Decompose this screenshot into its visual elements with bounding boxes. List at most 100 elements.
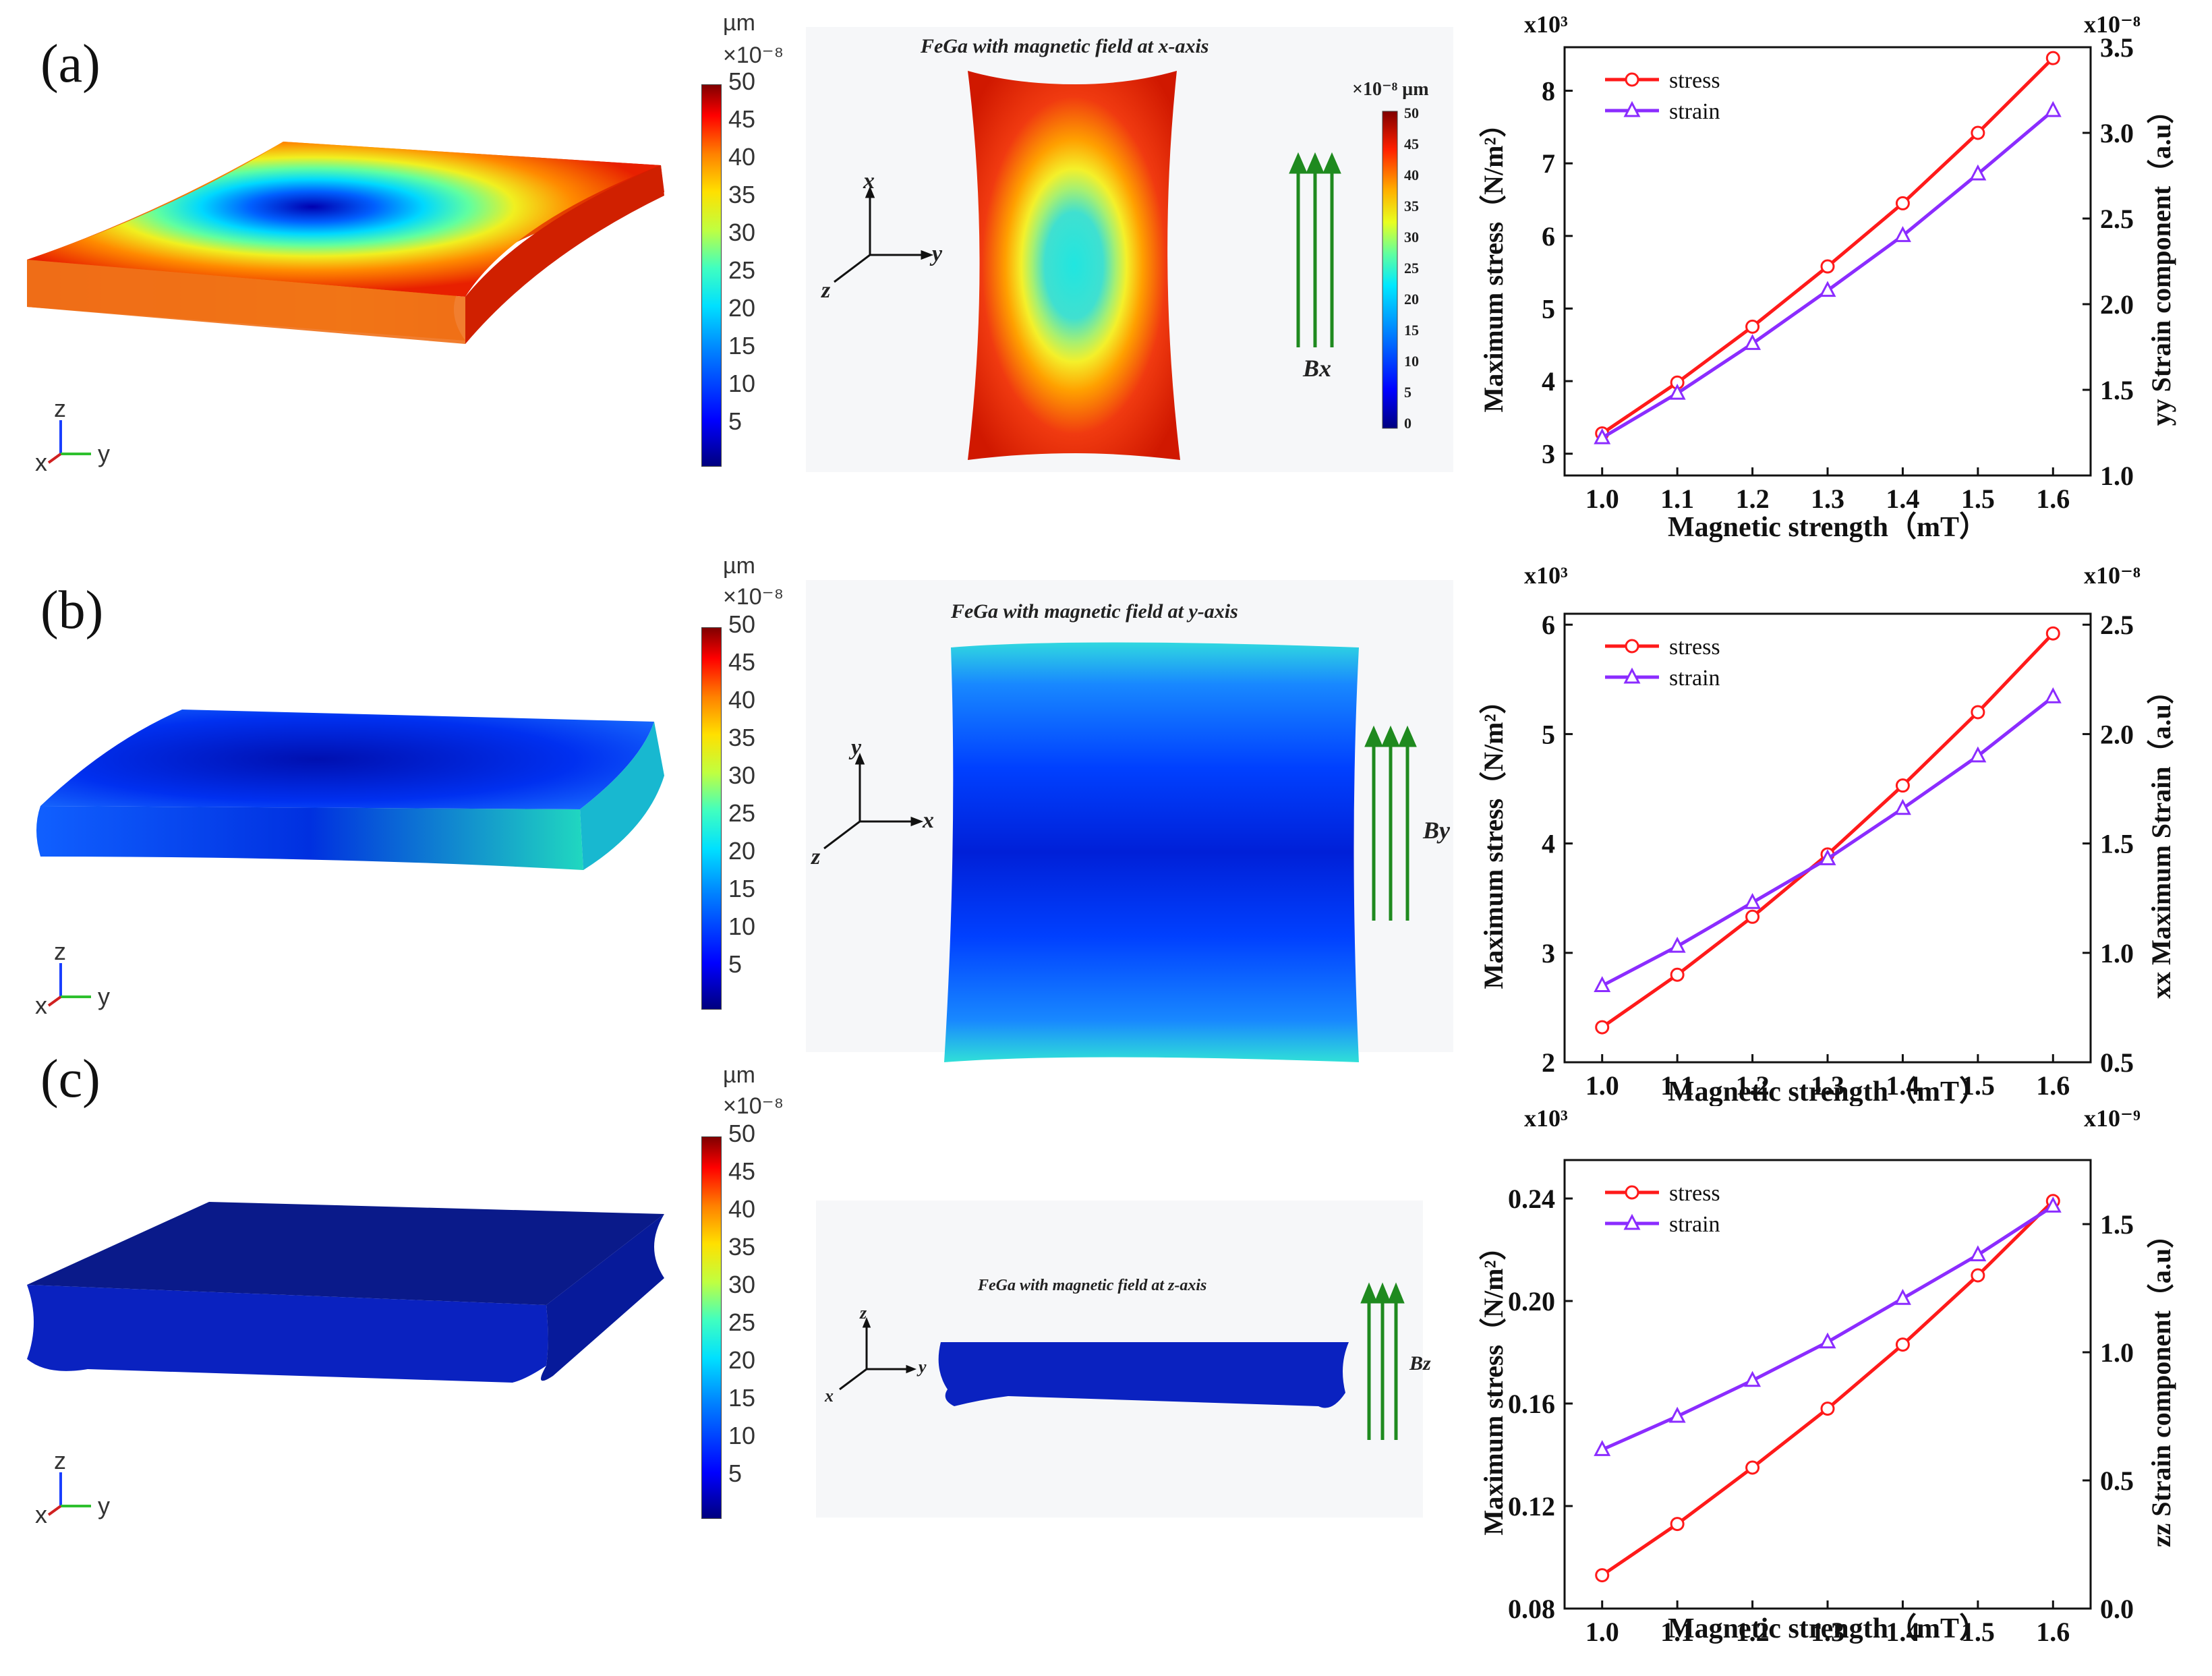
chart-c: 1.0 1.1 1.2 1.3 1.4 1.5 1.6 0.08 0.12 0.16 0.20 0.2… [1478, 1105, 2176, 1647]
y-right-tick-label: 1.0 [2100, 461, 2134, 491]
y-left-tick-label: 8 [1542, 76, 1555, 107]
x-tick-label: 1.5 [1961, 484, 1995, 514]
y-left-tick-label: 2 [1542, 1047, 1555, 1078]
y-right-scale: x10⁻⁹ [2084, 1105, 2141, 1132]
mid-b-axis-right: x [923, 808, 934, 833]
mid-b-field-label: By [1423, 817, 1450, 844]
point-stress [2045, 51, 2060, 65]
mid-title-c: FeGa with magnetic field at z-axis [978, 1277, 1207, 1294]
series-line-stress [1601, 1200, 2055, 1577]
x-tick-label: 1.3 [1811, 484, 1844, 514]
y-right-tick-label: 1.0 [2100, 1337, 2134, 1368]
x-tick-label: 1.6 [2036, 1070, 2070, 1101]
mid-colorbar-a-unit: ×10⁻⁸ µm [1352, 79, 1429, 100]
y-right-tick-label: 2.0 [2100, 719, 2134, 749]
x-tick-label: 1.0 [1585, 1070, 1619, 1101]
point-strain [1969, 1245, 1987, 1262]
y-right-tick-label: 2.5 [2100, 610, 2134, 640]
triad-c-right: y [98, 1492, 110, 1520]
y-right-axis-label: zz Strain component（a.u） [2146, 1221, 2176, 1547]
point-strain [1744, 892, 1762, 909]
mid-a-axis-up: x [863, 169, 875, 194]
triad-c-up: z [54, 1447, 66, 1474]
colorbar-b-scale: ×10⁻⁸ [723, 584, 784, 610]
colorbars-left: µm ×10⁻⁸ 50 45 40 35 30 25 20 15 10 5 µm… [701, 0, 836, 1676]
point-stress [2045, 626, 2060, 641]
point-stress [1745, 319, 1760, 334]
colorbar-a-scale: ×10⁻⁸ [723, 42, 784, 68]
y-left-tick-label: 5 [1542, 293, 1555, 324]
y-right-tick-label: 0.5 [2100, 1466, 2134, 1496]
plates-3d [27, 142, 664, 1516]
legend-marker-strain [1623, 1213, 1641, 1230]
x-tick-label: 1.2 [1736, 1070, 1770, 1101]
point-stress [1595, 1020, 1610, 1035]
point-stress [1971, 705, 1985, 720]
y-left-tick-label: 6 [1542, 221, 1555, 252]
x-tick-label: 1.3 [1811, 1070, 1844, 1101]
y-right-tick-label: 3.0 [2100, 118, 2134, 148]
y-left-tick-label: 3 [1542, 439, 1555, 469]
x-tick-label: 1.4 [1886, 484, 1919, 514]
point-stress [1670, 1517, 1685, 1532]
point-stress [1820, 1402, 1835, 1416]
y-right-scale: x10⁻⁸ [2084, 11, 2141, 38]
point-strain [1744, 1370, 1762, 1387]
x-axis-label: Magnetic strength（mT） [1668, 511, 1987, 543]
y-right-tick-label: 0.5 [2100, 1047, 2134, 1078]
plate-b [36, 710, 664, 870]
point-stress [1895, 778, 1910, 793]
y-left-tick-label: 0.16 [1508, 1389, 1555, 1419]
y-left-tick-label: 4 [1542, 366, 1555, 397]
x-tick-label: 1.0 [1585, 1617, 1619, 1647]
triad-a [47, 420, 91, 464]
x-tick-label: 1.1 [1660, 1617, 1694, 1647]
y-left-tick-label: 6 [1542, 610, 1555, 640]
point-stress [1670, 967, 1685, 982]
point-strain [1894, 799, 1911, 815]
triad-c [47, 1472, 91, 1516]
x-tick-label: 1.1 [1660, 1070, 1694, 1101]
legend-marker-stress [1625, 72, 1639, 87]
legend-label-strain: strain [1669, 1212, 1720, 1237]
point-stress [1820, 259, 1835, 274]
plot-frame [1563, 1159, 2092, 1610]
triad-c-out: x [35, 1501, 47, 1528]
colorbar-a [701, 84, 722, 467]
point-strain [1894, 226, 1911, 242]
y-left-scale: x10³ [1524, 1105, 1568, 1132]
y-right-scale: x10⁻⁸ [2084, 562, 2141, 589]
point-strain [2044, 687, 2062, 703]
y-left-tick-label: 0.08 [1508, 1594, 1555, 1624]
point-stress [1895, 196, 1910, 210]
legend-marker-strain [1623, 667, 1641, 684]
x-tick-label: 1.2 [1736, 1617, 1770, 1647]
legend-marker-stress [1625, 1185, 1639, 1200]
series-line-strain [1601, 695, 2054, 987]
chart-b: 1.0 1.1 1.2 1.3 1.4 1.5 1.6 2 3 4 5 6 0.5 1.0 1.5 2.0 2.… [1478, 562, 2176, 1106]
y-right-axis-label: xx Maximum Strain（a.u） [2146, 677, 2176, 999]
triad-b [47, 963, 91, 1007]
mid-title-b: FeGa with magnetic field at y-axis [951, 600, 1238, 623]
y-left-scale: x10³ [1524, 562, 1568, 589]
triad-a-out: x [35, 449, 47, 476]
y-right-tick-label: 1.5 [2100, 829, 2134, 859]
mid-triad-a [834, 186, 934, 283]
y-left-scale: x10³ [1524, 11, 1568, 38]
colorbar-b [701, 627, 722, 1010]
x-axis-label: Magnetic strength（mT） [1668, 1076, 1987, 1106]
y-right-tick-label: 3.5 [2100, 32, 2134, 63]
mid-shape-c [938, 1342, 1349, 1408]
legend-marker-stress [1625, 639, 1639, 654]
point-strain [1744, 334, 1762, 350]
panel-label-b: (b) [40, 581, 104, 640]
y-left-tick-label: 7 [1542, 148, 1555, 179]
point-stress [1745, 1460, 1760, 1475]
mid-c-field-label: Bz [1409, 1352, 1431, 1375]
legend-label-strain: strain [1669, 99, 1720, 124]
y-right-tick-label: 2.0 [2100, 289, 2134, 320]
legend-label-stress: stress [1669, 635, 1720, 660]
panel-label-c: (c) [40, 1049, 100, 1109]
triad-b-right: y [98, 983, 110, 1010]
y-left-axis-label: Maximum stress（N/m²） [1478, 111, 1509, 413]
